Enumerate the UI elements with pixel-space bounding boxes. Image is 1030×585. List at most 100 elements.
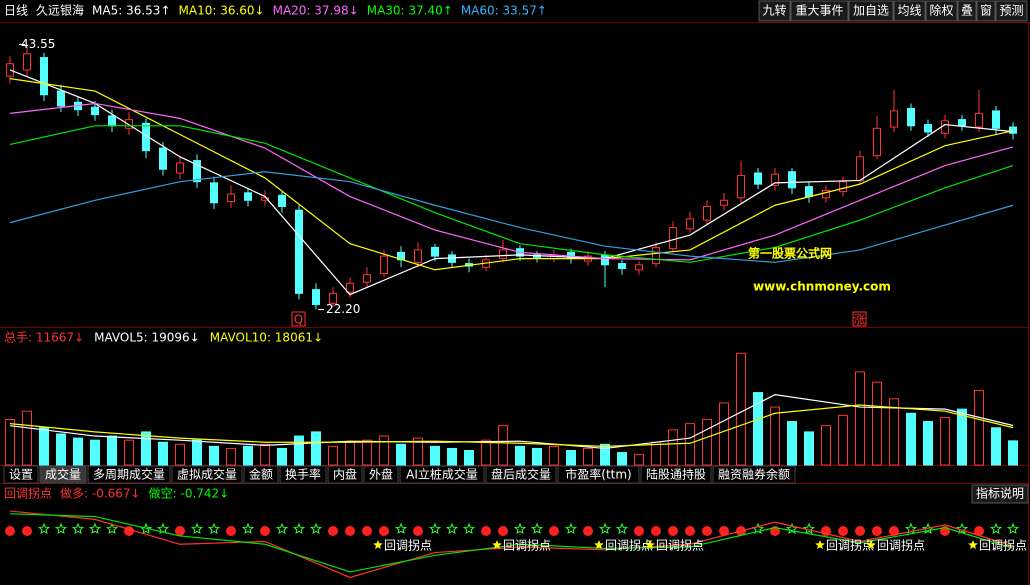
signal-star [462, 522, 476, 535]
toolbar-button[interactable]: 预测 [999, 4, 1023, 18]
volume-bar [974, 390, 984, 466]
volume-bar [226, 447, 236, 466]
toolbar-button[interactable]: 重大事件 [795, 4, 843, 18]
toolbar-button-bg[interactable] [995, 0, 1028, 22]
signal-dot [889, 526, 899, 536]
tab[interactable]: 多周期成交量 [93, 467, 165, 482]
volume-bar [22, 410, 32, 466]
signal-dot [702, 526, 712, 536]
tab-bg[interactable] [712, 465, 796, 484]
tab-bg[interactable] [87, 465, 171, 484]
toolbar-button[interactable]: 叠 [961, 4, 973, 18]
toolbar-button[interactable]: 均线 [897, 4, 921, 18]
volume-bar [73, 437, 83, 466]
tab-bg[interactable] [279, 465, 327, 484]
tab-bg[interactable] [39, 465, 87, 484]
volume-bar [141, 431, 151, 466]
help-button[interactable]: 指标说明 [976, 486, 1024, 501]
volume-legend: MAVOL5: 19096↓ [94, 331, 200, 345]
volume-bar [243, 445, 253, 466]
candle-body [431, 246, 439, 257]
signal-star [54, 522, 68, 535]
candle-body [652, 246, 660, 265]
signal-star-mark [594, 540, 604, 549]
signal-dot [685, 526, 695, 536]
indicator-line [9, 171, 1014, 263]
tab[interactable]: 市盈率(ttm) [565, 467, 631, 482]
signal-star [207, 522, 221, 535]
marker-box [852, 311, 867, 327]
tab[interactable]: 设置 [9, 468, 33, 482]
volume-bar [600, 443, 610, 466]
tab[interactable]: 金额 [249, 467, 273, 482]
signal-star [394, 522, 408, 535]
indicator-line [9, 513, 1014, 573]
signal-dot [413, 526, 423, 536]
volume-bar [209, 445, 219, 466]
volume-bar [39, 427, 49, 466]
tab[interactable]: 陆股通持股 [646, 467, 706, 482]
volume-bar [855, 371, 865, 466]
volume-bar [923, 421, 933, 466]
tab[interactable]: 换手率 [285, 467, 321, 482]
volume-bar [379, 435, 389, 466]
toolbar-button-bg[interactable] [790, 0, 849, 22]
tab-bg[interactable] [399, 465, 485, 484]
help-button-bg[interactable] [971, 484, 1029, 504]
candle-body [771, 173, 779, 186]
candle-body [227, 193, 235, 203]
ma-legend: MA10: 36.60↓ [179, 4, 265, 18]
tab-bg[interactable] [485, 465, 557, 484]
volume-bar [940, 416, 950, 466]
tab[interactable]: 盘后成交量 [491, 467, 551, 482]
toolbar-button-bg[interactable] [893, 0, 926, 22]
toolbar-button[interactable]: 窗 [980, 4, 992, 18]
tab[interactable]: AI立桩成交量 [406, 467, 478, 482]
signal-label: 回调拐点 [877, 538, 925, 553]
tab-bg[interactable] [640, 465, 712, 484]
signal-star [564, 522, 578, 535]
tab[interactable]: 外盘 [369, 467, 393, 482]
tab-bg[interactable] [363, 465, 399, 484]
signal-dot [175, 526, 185, 536]
candle-body [669, 227, 677, 250]
signal-dot [345, 526, 355, 536]
signal-star-mark [373, 540, 383, 549]
toolbar-button-bg[interactable] [848, 0, 894, 22]
tab[interactable]: 虚拟成交量 [177, 467, 237, 482]
tab-bg[interactable] [243, 465, 279, 484]
volume-bar [175, 443, 185, 466]
volume-bar [158, 441, 168, 466]
signal-star [275, 522, 289, 535]
candle-body [499, 249, 507, 260]
tab-bg[interactable] [3, 465, 39, 484]
toolbar-button-bg[interactable] [925, 0, 958, 22]
indicator-line [9, 394, 1014, 450]
toolbar-button-bg[interactable] [957, 0, 977, 22]
volume-bar [124, 439, 134, 466]
toolbar-button-bg[interactable] [976, 0, 996, 22]
tab[interactable]: 内盘 [333, 467, 357, 482]
tab[interactable]: 成交量 [45, 467, 81, 482]
candle-body [720, 199, 728, 206]
toolbar-button-bg[interactable] [758, 0, 791, 22]
tab-bg[interactable] [557, 465, 640, 484]
tab-bg[interactable] [327, 465, 363, 484]
toolbar-button[interactable]: 加自选 [853, 4, 889, 18]
candle-body [244, 192, 252, 201]
candle-body [329, 292, 337, 304]
volume-bar [413, 437, 423, 466]
toolbar-button[interactable]: 除权 [929, 3, 953, 18]
toolbar-button[interactable]: 九转 [762, 3, 786, 18]
signal-dot [124, 526, 134, 536]
volume-bar [651, 441, 661, 466]
volume-bar [362, 439, 372, 466]
signal-star [955, 522, 969, 535]
tab[interactable]: 融资融券余额 [718, 467, 790, 482]
volume-bar [685, 423, 695, 466]
tab-bg[interactable] [171, 465, 243, 484]
candle-body [23, 53, 31, 71]
candle-body [822, 189, 830, 199]
signal-dot [872, 526, 882, 536]
volume-bar [804, 431, 814, 466]
